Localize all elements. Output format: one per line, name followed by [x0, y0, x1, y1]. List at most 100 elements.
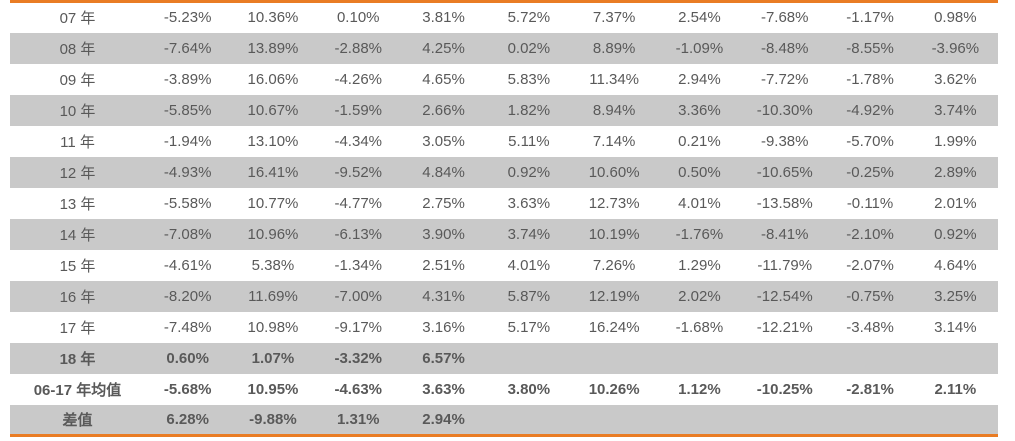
value-cell: 5.17% [507, 318, 551, 336]
value-cell: -10.65% [756, 163, 813, 181]
row-label-cell: 11 年 [60, 133, 95, 151]
table-row: 12 年 -4.93% 16.41% -9.52% 4.84% 0.92% 10.60% 0.… [10, 156, 998, 188]
value-cell: -2.10% [846, 225, 894, 243]
value-cell: -1.17% [846, 9, 894, 27]
row-label-cell: 12 年 [59, 164, 96, 182]
value-cell: 0.10% [336, 9, 380, 27]
row-label-cell: 差值 [62, 411, 93, 429]
value-cell: 1.07% [251, 349, 295, 367]
value-cell: 3.74% [934, 101, 977, 119]
value-cell: 16.24% [588, 318, 640, 336]
value-cell: -3.48% [846, 318, 894, 336]
value-cell: -5.70% [846, 132, 894, 150]
value-cell: -0.75% [846, 287, 894, 305]
value-cell: -4.92% [846, 101, 894, 119]
value-cell: -4.34% [334, 132, 382, 150]
row-label-cell: 13 年 [59, 195, 96, 213]
value-cell [913, 343, 998, 374]
value-cell: 16.06% [247, 70, 299, 88]
value-cell [486, 405, 571, 436]
value-cell [742, 343, 827, 374]
value-cell: 3.14% [934, 318, 977, 336]
table-row: 16 年 -8.20% 11.69% -7.00% 4.31% 5.87% 12.19% 2.… [10, 280, 998, 312]
value-cell: -10.25% [756, 380, 813, 398]
value-cell: 8.94% [592, 101, 636, 119]
value-cell: 4.84% [422, 163, 465, 181]
row-label-cell: 14 年 [59, 226, 96, 244]
value-cell: 4.01% [678, 194, 721, 212]
value-cell: -1.59% [334, 101, 382, 119]
value-cell: 0.92% [507, 163, 551, 181]
value-cell: -12.54% [756, 287, 813, 305]
value-cell: -5.23% [163, 9, 212, 27]
value-cell [571, 405, 656, 436]
value-cell: -0.11% [846, 194, 894, 212]
value-cell: 3.63% [507, 194, 551, 212]
value-cell [486, 343, 571, 374]
value-cell: -4.61% [163, 256, 212, 274]
yearly-returns-table: 07 年 -5.23% 10.36% 0.10% 3.81% 5.72% 7.37% 2.54… [10, 0, 998, 437]
value-cell: 4.31% [422, 287, 465, 305]
value-cell: 10.36% [247, 9, 299, 27]
value-cell: 2.66% [422, 101, 465, 119]
value-cell: 1.12% [678, 380, 721, 398]
value-cell: 7.14% [592, 132, 636, 150]
value-cell: 0.60% [166, 349, 209, 367]
value-cell: -7.48% [163, 318, 212, 336]
value-cell: -1.68% [675, 318, 724, 336]
value-cell: 3.05% [422, 132, 465, 150]
row-label-cell: 08 年 [59, 40, 96, 58]
value-cell: 4.01% [507, 256, 551, 274]
row-label-cell: 07 年 [59, 10, 96, 28]
value-cell: 0.02% [507, 39, 551, 57]
value-cell: 7.37% [592, 9, 636, 27]
value-cell: 2.89% [934, 163, 977, 181]
table-row: 差值 6.28% -9.88% 1.31% 2.94% [10, 404, 998, 436]
value-cell: -1.09% [675, 39, 724, 57]
value-cell [913, 405, 998, 436]
value-cell: -4.63% [334, 380, 382, 398]
value-cell: -2.88% [334, 39, 382, 57]
row-label-cell: 15 年 [59, 257, 96, 275]
value-cell: -8.55% [846, 39, 894, 57]
value-cell [657, 405, 742, 436]
value-cell: -11.79% [757, 256, 813, 274]
row-label-cell: 16 年 [59, 288, 96, 306]
table-row: 18 年 0.60% 1.07% -3.32% 6.57% [10, 342, 998, 374]
value-cell: -3.89% [163, 70, 212, 88]
row-label-cell: 10 年 [59, 102, 96, 120]
value-cell: 11.69% [248, 287, 298, 305]
value-cell: 11.34% [589, 70, 640, 88]
value-cell: 3.36% [678, 101, 721, 119]
value-cell: 5.72% [507, 9, 551, 27]
value-cell [657, 343, 742, 374]
value-cell: 1.82% [507, 101, 551, 119]
table-row: 14 年 -7.08% 10.96% -6.13% 3.90% 3.74% 10.19% -1… [10, 218, 998, 250]
value-cell: -6.13% [334, 225, 382, 243]
value-cell: -4.93% [163, 163, 212, 181]
value-cell: 4.64% [934, 256, 977, 274]
value-cell: 13.89% [247, 39, 299, 57]
value-cell: 3.62% [934, 70, 977, 88]
value-cell: -7.00% [334, 287, 382, 305]
value-cell: 12.73% [588, 194, 640, 212]
value-cell: -9.52% [334, 163, 382, 181]
value-cell: -0.25% [846, 163, 894, 181]
value-cell: 13.10% [247, 132, 299, 150]
value-cell: -2.81% [846, 380, 894, 398]
value-cell: 3.63% [422, 380, 465, 398]
value-cell: 3.90% [422, 225, 465, 243]
row-label-cell: 09 年 [59, 71, 96, 89]
value-cell: -1.78% [846, 70, 894, 88]
value-cell: 3.80% [507, 380, 551, 398]
value-cell [571, 343, 656, 374]
value-cell [827, 343, 912, 374]
value-cell: 0.92% [934, 225, 977, 243]
value-cell: 0.98% [934, 9, 977, 27]
table-row: 13 年 -5.58% 10.77% -4.77% 2.75% 3.63% 12.73% 4.… [10, 187, 998, 219]
value-cell: -7.08% [163, 225, 212, 243]
value-cell: 2.51% [422, 256, 465, 274]
value-cell: -8.41% [760, 225, 809, 243]
value-cell: 1.31% [336, 410, 380, 428]
value-cell: 5.11% [508, 132, 550, 150]
